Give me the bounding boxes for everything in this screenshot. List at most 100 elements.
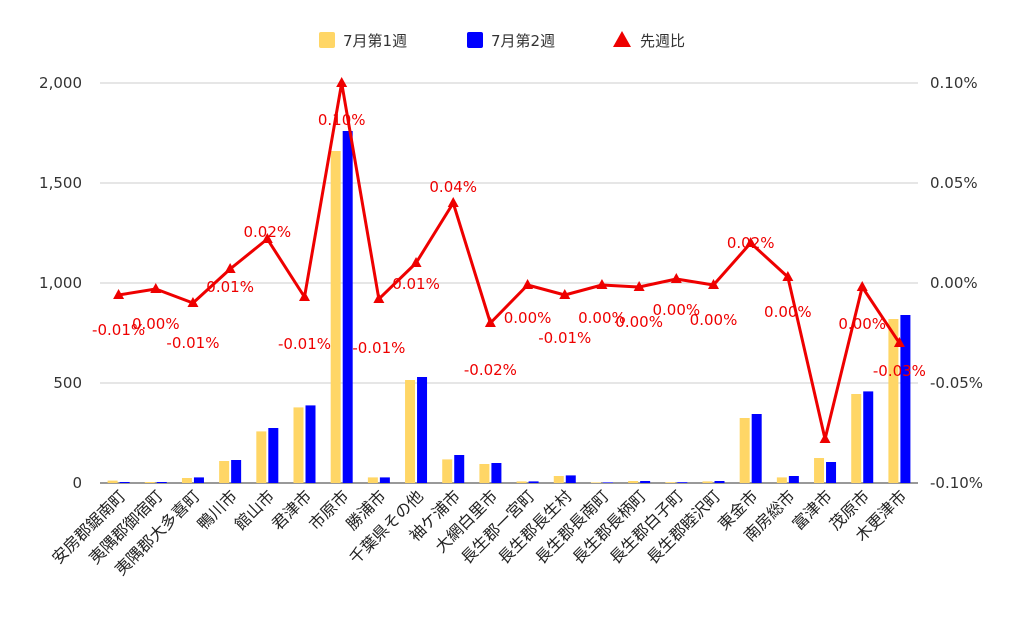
ratio-point-marker [708, 279, 719, 289]
ratio-data-label: 0.01% [206, 278, 254, 296]
bar-week1 [181, 478, 192, 483]
ratio-data-label: 0.00% [838, 315, 886, 333]
ratio-point-marker [670, 273, 682, 283]
ratio-point-marker [893, 337, 905, 347]
y-left-tick-label: 1,000 [39, 274, 82, 292]
x-category-label: 鴨川市 [194, 486, 241, 533]
bar-week2 [565, 475, 576, 483]
bar-week2 [602, 482, 613, 483]
ratio-point-marker [336, 77, 348, 87]
y-left-tick-label: 1,500 [39, 174, 82, 192]
legend-label-week2: 7月第2週 [491, 32, 555, 50]
ratio-data-label: 0.00% [504, 309, 552, 327]
bar-week1 [367, 477, 378, 483]
ratio-point-marker [596, 279, 608, 289]
bar-week2 [231, 460, 242, 483]
ratio-point-marker [819, 433, 831, 443]
bar-week2 [714, 481, 725, 483]
ratio-data-label: -0.01% [166, 334, 219, 352]
x-category-label: 館山市 [231, 486, 278, 533]
x-category-label: 富津市 [788, 486, 835, 533]
ratio-point-marker [633, 281, 645, 291]
ratio-point-marker [745, 237, 757, 247]
bar-week1 [107, 480, 118, 483]
ratio-data-label: 0.02% [243, 223, 291, 241]
ratio-data-label: 0.00% [764, 303, 812, 321]
ratio-point-marker [782, 271, 794, 281]
ratio-data-label: 0.01% [392, 275, 440, 293]
y-right-tick-label: -0.10% [930, 474, 983, 492]
y-right-tick-label: 0.05% [930, 174, 978, 192]
bar-week2 [342, 131, 353, 483]
ratio-data-label: 0.04% [429, 178, 477, 196]
y-left-tick-label: 500 [53, 374, 82, 392]
y-left-tick-label: 2,000 [39, 74, 82, 92]
ratio-data-label: -0.01% [278, 335, 331, 353]
y-left-tick-label: 0 [72, 474, 82, 492]
bar-week1 [739, 418, 750, 483]
ratio-point-marker [150, 283, 162, 293]
bar-week2 [900, 315, 911, 483]
bar-week2 [677, 482, 688, 483]
bar-week1 [590, 482, 601, 483]
bar-week1 [293, 407, 304, 483]
ratio-point-marker [447, 197, 459, 207]
bar-week1 [702, 481, 713, 483]
bar-week1 [479, 464, 490, 483]
ratio-point-marker [224, 263, 236, 273]
bar-week1 [442, 459, 453, 483]
y-right-tick-label: 0.10% [930, 74, 978, 92]
point-labels: -0.01%0.00%-0.01%0.01%0.02%-0.01%0.10%-0… [92, 111, 926, 380]
bar-week2 [305, 405, 316, 483]
legend-marker-triangle [613, 31, 631, 47]
ratio-data-label: 0.00% [132, 315, 180, 333]
bar-week1 [851, 394, 862, 483]
ratio-point-marker [410, 257, 422, 267]
legend-swatch-week2 [467, 32, 483, 48]
x-category-label: 市原市 [305, 486, 352, 533]
bar-week1 [219, 461, 230, 483]
ratio-data-label: 0.00% [615, 313, 663, 331]
bar-week1 [628, 481, 639, 483]
bar-week1 [888, 319, 899, 483]
bar-week2 [417, 377, 428, 483]
bar-week2 [454, 455, 465, 483]
ratio-data-label: -0.01% [352, 339, 405, 357]
y-right-tick-label: 0.00% [930, 274, 978, 292]
ratio-data-label: 0.00% [578, 309, 626, 327]
ratio-point-marker [856, 281, 868, 291]
bars [107, 131, 911, 483]
bar-week1 [256, 431, 267, 483]
ratio-point-marker [187, 297, 199, 307]
bar-week1 [776, 477, 787, 483]
bar-week1 [516, 481, 527, 483]
ratio-point-marker [484, 317, 496, 327]
legend-swatch-week1 [319, 32, 335, 48]
ratio-point-marker [522, 279, 534, 289]
y-axis-left: 0 500 1,000 1,500 2,000 [39, 74, 82, 492]
ratio-point-marker [261, 233, 273, 243]
bar-week1 [553, 476, 564, 483]
bar-week1 [665, 482, 676, 483]
ratio-point-marker [113, 289, 125, 299]
ratio-data-label: -0.01% [538, 329, 591, 347]
ratio-data-label: -0.03% [873, 362, 926, 380]
bar-week2 [193, 477, 204, 483]
bar-week2 [788, 476, 799, 483]
bar-week1 [330, 151, 341, 483]
legend-label-ratio: 先週比 [640, 32, 685, 50]
bar-week2 [379, 477, 390, 483]
ratio-data-label: -0.01% [92, 321, 145, 339]
bar-week2 [640, 481, 651, 483]
ratio-data-label: -0.02% [464, 361, 517, 379]
x-axis: 安房郡鋸南町夷隅郡御宿町夷隅郡大多喜町鴨川市館山市君津市市原市勝浦市千葉県その他… [48, 486, 910, 579]
ratio-point-marker [373, 293, 385, 303]
ratio-point-marker [559, 289, 571, 299]
bar-week2 [268, 428, 279, 483]
ratio-data-label: 0.10% [318, 111, 366, 129]
bar-week2 [156, 482, 167, 483]
ratio-line-path [118, 81, 901, 441]
bar-week2 [528, 481, 539, 483]
bar-week2 [491, 463, 502, 483]
bar-week1 [144, 482, 155, 483]
